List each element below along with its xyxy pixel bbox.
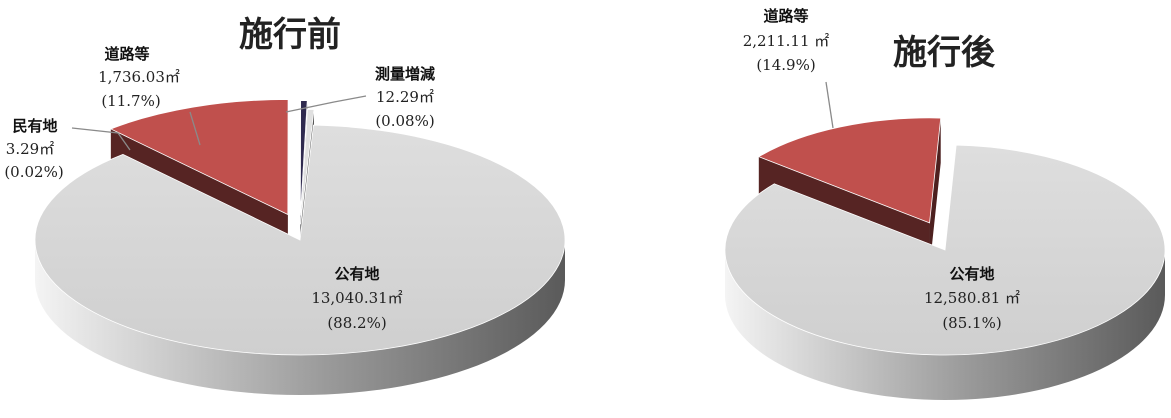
label-public-after-value: 12,580.81 ㎡ bbox=[924, 289, 1020, 307]
chart-before: 施行前 道路等 1,736.03㎡ (11.7%) 民有地 3.29㎡ (0.0… bbox=[4, 15, 566, 395]
leader-line-private bbox=[71, 127, 131, 151]
label-survey-value: 12.29㎡ bbox=[376, 88, 434, 106]
label-road-percent: (11.7%) bbox=[101, 92, 160, 110]
pie-slice-公有地 bbox=[724, 144, 1166, 356]
chart-after: 施行後 道路等 2,211.11 ㎡ (14.9%) 公有地 12,580.81… bbox=[724, 7, 1166, 400]
label-private-value: 3.29㎡ bbox=[6, 140, 54, 158]
label-road-name: 道路等 bbox=[104, 45, 149, 63]
label-public-name: 公有地 bbox=[334, 265, 379, 283]
label-private-percent: (0.02%) bbox=[4, 163, 63, 181]
pie-slice-outer-side bbox=[35, 240, 565, 395]
label-public-after-name: 公有地 bbox=[949, 265, 994, 283]
leader-line-survey bbox=[285, 95, 367, 113]
label-private-name: 民有地 bbox=[12, 117, 57, 135]
label-survey-percent: (0.08%) bbox=[375, 112, 434, 130]
pie-slice-道路等 bbox=[757, 117, 942, 224]
pie-slice-side-end bbox=[929, 118, 941, 268]
pie-slice-outer-side bbox=[725, 250, 1165, 400]
pie-slice-民有地 bbox=[300, 100, 308, 216]
label-road-after-value: 2,211.11 ㎡ bbox=[743, 32, 830, 50]
label-road-value: 1,736.03㎡ bbox=[98, 68, 180, 86]
label-public-value: 13,040.31㎡ bbox=[311, 289, 402, 307]
pie-slice-公有地 bbox=[34, 124, 566, 356]
pie-slice-測量増減 bbox=[300, 108, 315, 225]
label-public-after-percent: (85.1%) bbox=[942, 314, 1001, 332]
leader-line-road-after bbox=[825, 81, 834, 129]
label-survey-name: 測量増減 bbox=[375, 65, 435, 83]
label-road-after-name: 道路等 bbox=[763, 7, 808, 25]
pie-slice-道路等 bbox=[109, 99, 289, 216]
label-public-percent: (88.2%) bbox=[327, 314, 386, 332]
label-road-after-percent: (14.9%) bbox=[756, 56, 815, 74]
leader-line-road bbox=[189, 111, 201, 146]
chart-before-title: 施行前 bbox=[239, 15, 341, 55]
chart-after-title: 施行後 bbox=[893, 33, 996, 73]
